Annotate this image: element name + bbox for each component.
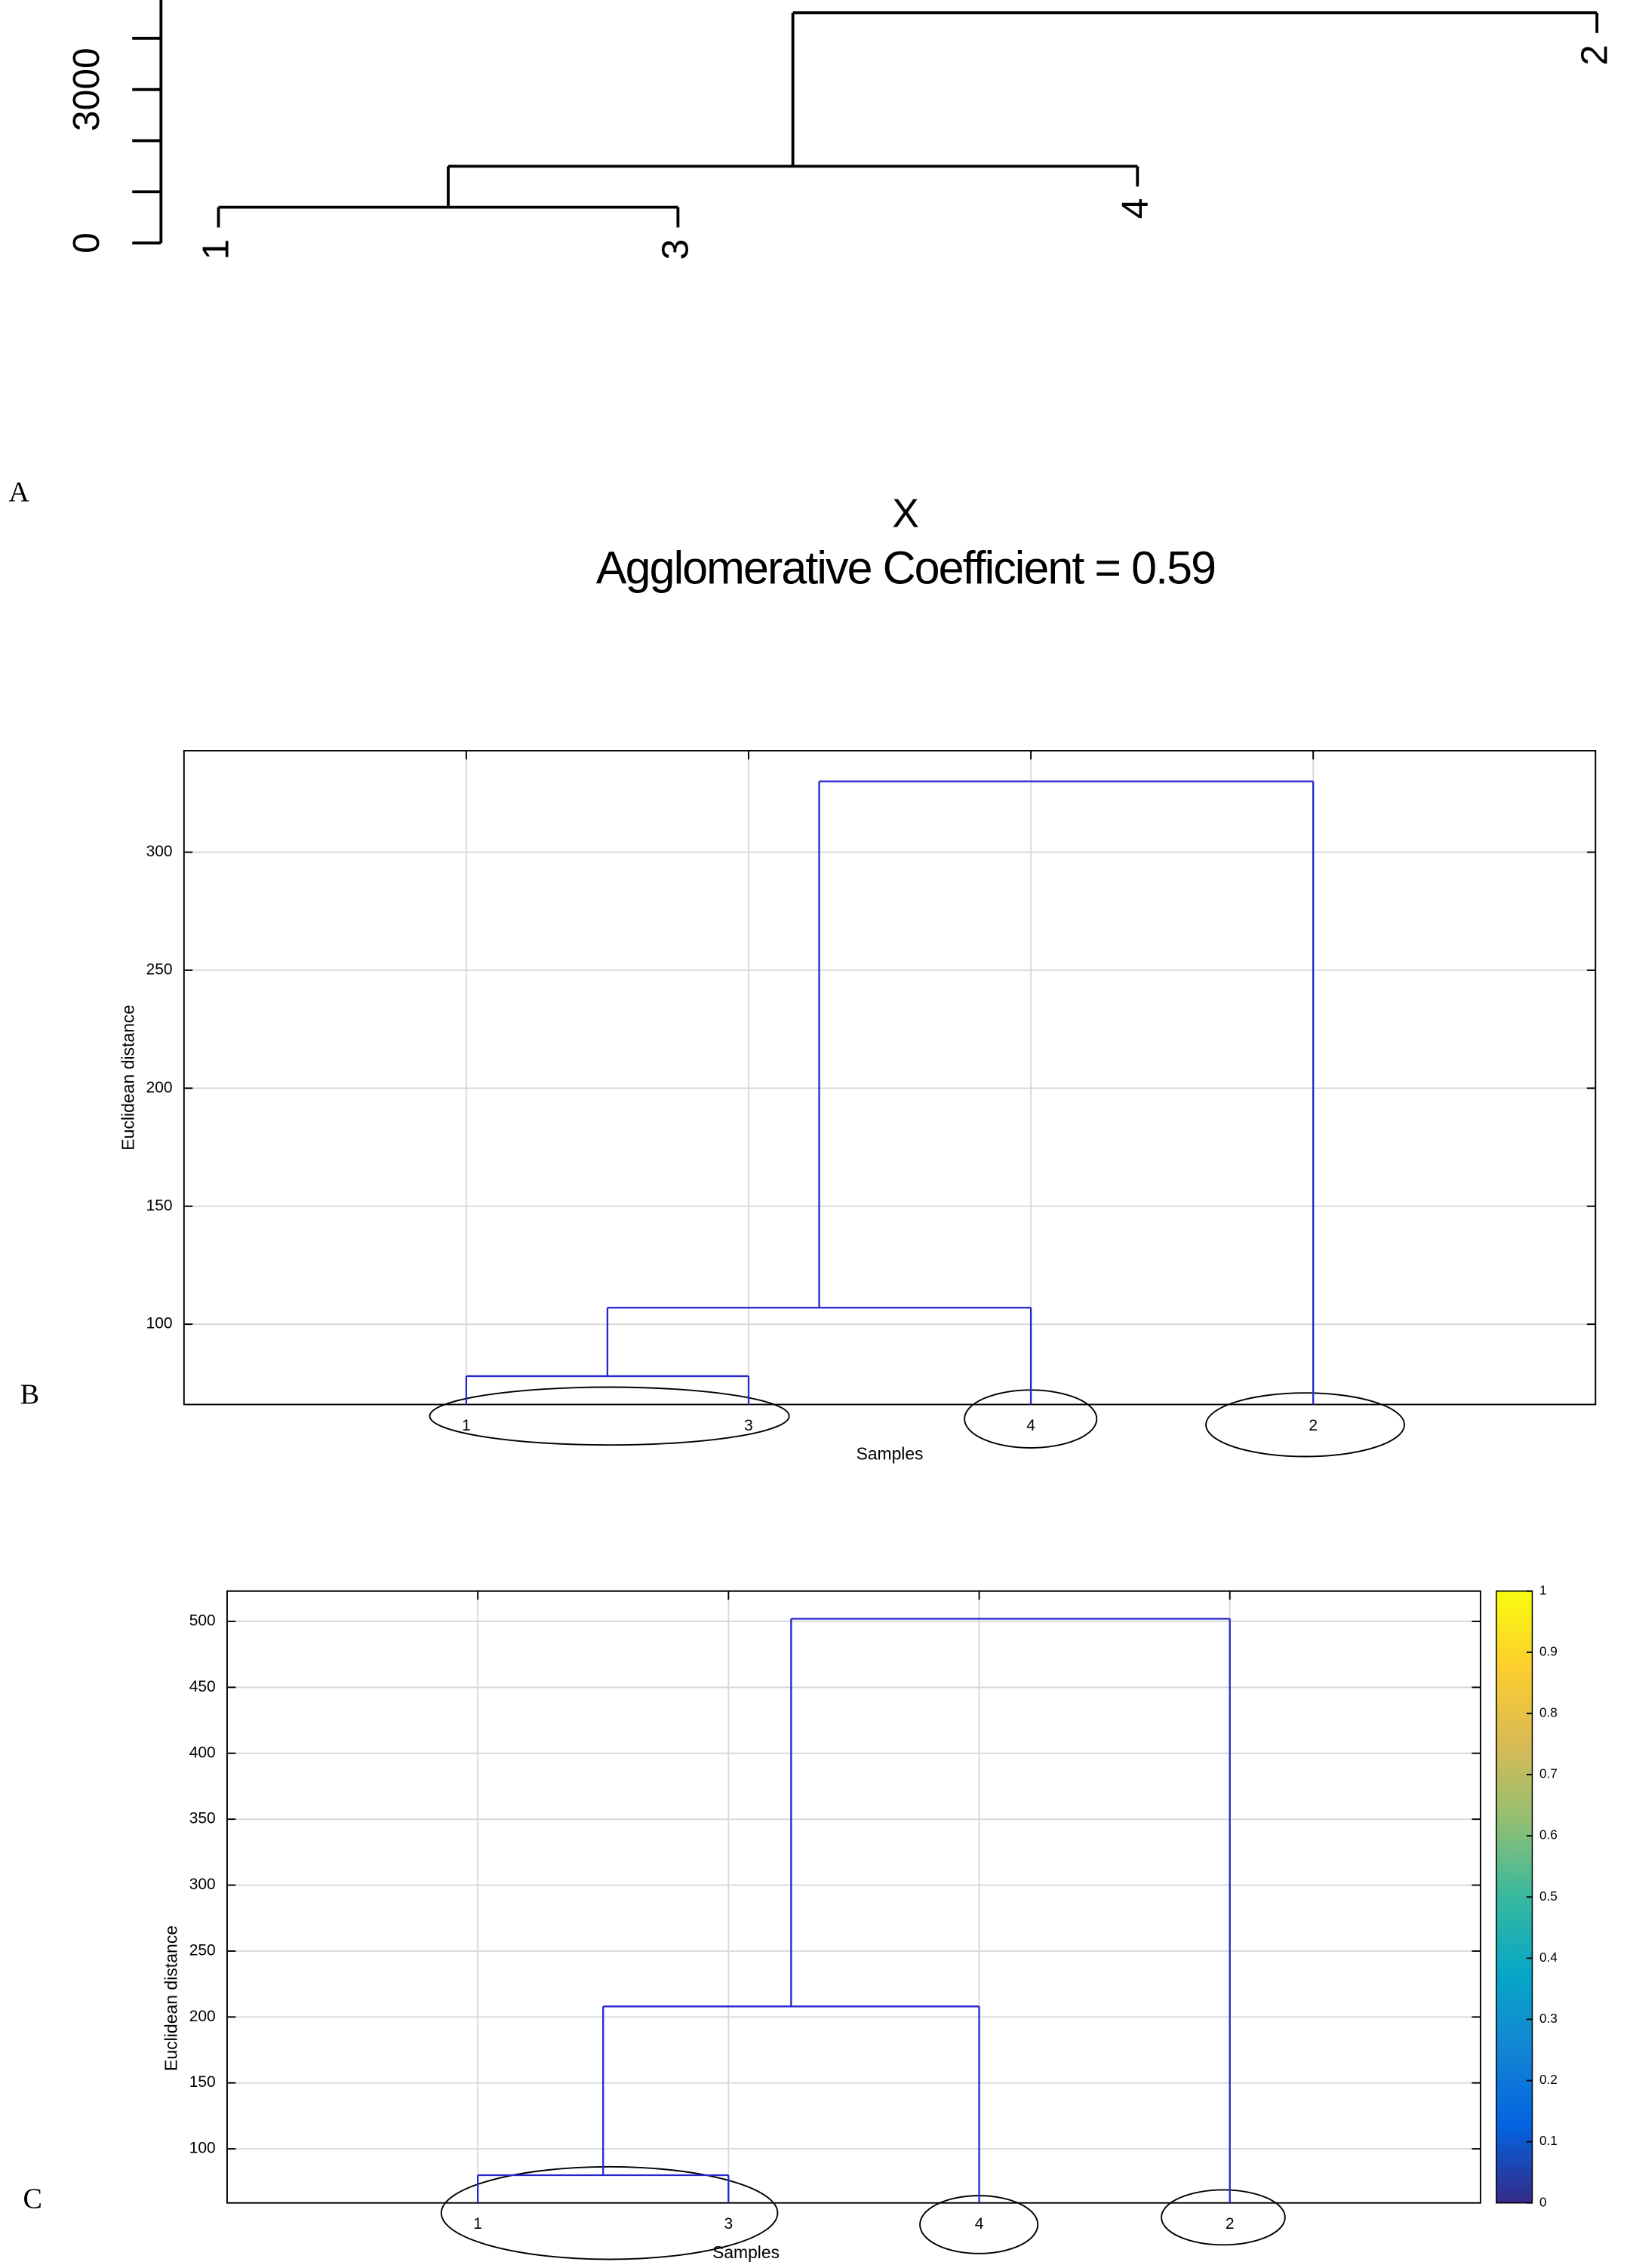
y-tick-label: 500 xyxy=(189,1612,216,1630)
colorbar-tick-label: 0.3 xyxy=(1539,2011,1558,2026)
leaf-label: 1 xyxy=(195,239,237,260)
x-axis-label: Samples xyxy=(857,1444,924,1464)
leaf-label: 2 xyxy=(1573,45,1615,66)
leaf-label: 4 xyxy=(1026,1417,1035,1434)
colorbar-tick-label: 0.8 xyxy=(1539,1704,1558,1719)
y-axis-label: Euclidean distance xyxy=(118,1005,138,1151)
colorbar-tick-label: 0.7 xyxy=(1539,1766,1558,1781)
leaf-label: 1 xyxy=(462,1417,471,1434)
colorbar-tick-label: 0.4 xyxy=(1539,1950,1558,1965)
y-tick-label: 350 xyxy=(189,1810,216,1827)
cluster-ellipse xyxy=(440,2165,779,2260)
y-tick-label: 0 xyxy=(65,232,107,254)
colorbar xyxy=(1496,1590,1533,2204)
colorbar-tick-label: 0 xyxy=(1539,2194,1547,2209)
y-tick-label: 250 xyxy=(146,960,173,978)
leaf-label: 2 xyxy=(1226,2215,1235,2233)
colorbar-tick-label: 1 xyxy=(1539,1582,1547,1597)
y-tick-label: 150 xyxy=(189,2073,216,2091)
y-axis-label: Euclidean distance xyxy=(161,1925,181,2071)
cluster-ellipse xyxy=(429,1386,790,1446)
y-tick-label: 150 xyxy=(146,1197,173,1214)
leaf-label: 3 xyxy=(744,1417,753,1434)
x-axis-label: Samples xyxy=(712,2242,780,2262)
chart-subtitle: Agglomerative Coefficient = 0.59 xyxy=(596,542,1215,593)
y-tick-label: 100 xyxy=(189,2140,216,2157)
y-tick-label: 3000 xyxy=(65,48,107,131)
y-tick-label: 200 xyxy=(146,1079,173,1096)
plot-box xyxy=(226,1590,1481,2204)
y-tick-label: 300 xyxy=(189,1876,216,1893)
y-tick-label: 450 xyxy=(189,1678,216,1695)
colorbar-tick-label: 0.9 xyxy=(1539,1643,1558,1658)
panel-label: C xyxy=(23,2183,42,2215)
colorbar-tick-label: 0.6 xyxy=(1539,1827,1558,1842)
colorbar-tick-label: 0.5 xyxy=(1539,1888,1558,1904)
y-tick-label: 100 xyxy=(146,1315,173,1332)
y-tick-label: 300 xyxy=(146,843,173,860)
y-tick-label: 250 xyxy=(189,1941,216,1959)
leaf-label: 4 xyxy=(1114,198,1156,220)
cluster-ellipse xyxy=(1161,2189,1286,2246)
cluster-ellipse xyxy=(1205,1392,1405,1458)
leaf-label: 3 xyxy=(724,2215,734,2233)
leaf-label: 1 xyxy=(473,2215,482,2233)
colorbar-tick-label: 0.1 xyxy=(1539,2133,1558,2148)
leaf-label: 2 xyxy=(1309,1417,1318,1434)
panel-label: B xyxy=(20,1379,39,1411)
colorbar-tick-label: 0.2 xyxy=(1539,2072,1558,2087)
panel-label: A xyxy=(8,476,29,508)
leaf-label: 4 xyxy=(975,2215,984,2233)
y-tick-label: 400 xyxy=(189,1744,216,1761)
leaf-label: 3 xyxy=(654,239,697,260)
y-tick-label: 200 xyxy=(189,2008,216,2025)
plot-box xyxy=(183,750,1597,1406)
chart-title: X xyxy=(892,491,919,536)
